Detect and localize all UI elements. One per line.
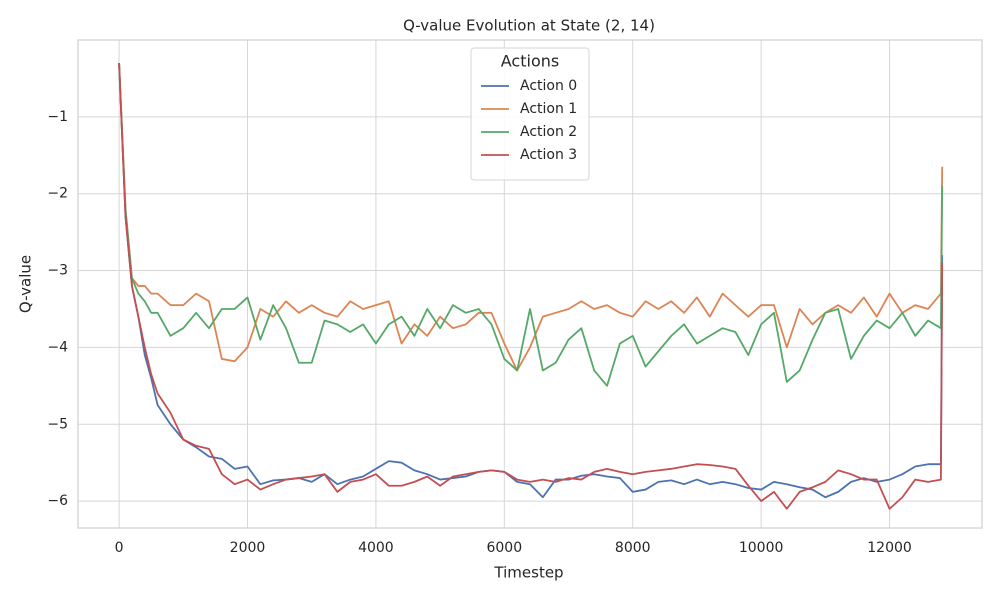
x-tick-label: 0 [115,540,124,556]
x-tick-label: 6000 [486,540,522,556]
plot-frame [77,39,983,529]
legend-label: Action 2 [520,124,577,140]
x-tick-label: 2000 [230,540,266,556]
y-tick-label: −6 [47,493,68,509]
legend-label: Action 0 [520,78,577,94]
y-tick-label: −4 [47,339,68,355]
y-tick-label: −5 [47,416,68,432]
y-tick-label: −1 [47,109,68,125]
y-axis-label: Q-value [17,255,35,313]
chart-title: Q-value Evolution at State (2, 14) [403,17,655,35]
legend-label: Action 3 [520,147,577,163]
x-tick-label: 8000 [615,540,651,556]
x-tick-label: 12000 [867,540,912,556]
legend-box [470,47,590,181]
series-line [118,63,944,510]
legend-title: Actions [501,52,559,71]
x-axis-label: Timestep [493,564,563,582]
x-tick-label: 10000 [739,540,784,556]
y-tick-label: −2 [47,186,68,202]
x-tick-label: 4000 [358,540,394,556]
y-tick-label: −3 [47,263,68,279]
legend-label: Action 1 [520,101,577,117]
series-line [118,63,944,387]
